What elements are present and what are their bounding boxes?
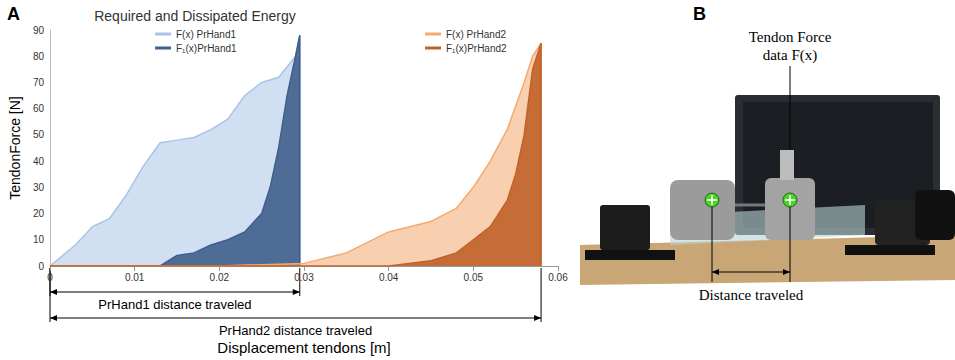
svg-text:Distance traveled: Distance traveled — [699, 287, 804, 303]
svg-text:TendonForce [N]: TendonForce [N] — [7, 96, 23, 200]
svg-text:40: 40 — [33, 156, 45, 167]
svg-text:60: 60 — [33, 103, 45, 114]
svg-text:30: 30 — [33, 182, 45, 193]
svg-text:0.06: 0.06 — [548, 272, 568, 283]
svg-text:0: 0 — [38, 261, 44, 272]
svg-text:B: B — [693, 4, 706, 24]
svg-text:50: 50 — [33, 129, 45, 140]
svg-text:Required and Dissipated Energy: Required and Dissipated Energy — [94, 8, 296, 24]
svg-text:10: 10 — [33, 234, 45, 245]
svg-text:0.03: 0.03 — [294, 272, 314, 283]
svg-text:Displacement tendons [m]: Displacement tendons [m] — [217, 339, 390, 356]
svg-text:90: 90 — [33, 25, 45, 36]
svg-text:80: 80 — [33, 51, 45, 62]
svg-text:0.05: 0.05 — [464, 272, 484, 283]
svg-text:F₁(x)PrHand1: F₁(x)PrHand1 — [176, 43, 237, 54]
svg-text:F(x) PrHand1: F(x) PrHand1 — [176, 29, 236, 40]
svg-text:data F(x): data F(x) — [763, 47, 818, 64]
svg-text:A: A — [7, 4, 20, 24]
svg-text:Tendon Force: Tendon Force — [749, 29, 832, 45]
svg-text:20: 20 — [33, 208, 45, 219]
svg-text:0.01: 0.01 — [125, 272, 145, 283]
svg-text:0.04: 0.04 — [379, 272, 399, 283]
svg-text:F(x) PrHand2: F(x) PrHand2 — [446, 29, 506, 40]
svg-text:F₁(x)PrHand2: F₁(x)PrHand2 — [446, 43, 507, 54]
svg-text:PrHand2 distance traveled: PrHand2 distance traveled — [219, 323, 372, 338]
svg-text:70: 70 — [33, 77, 45, 88]
svg-text:PrHand1 distance traveled: PrHand1 distance traveled — [98, 297, 251, 312]
svg-text:0: 0 — [47, 272, 53, 283]
svg-text:0.02: 0.02 — [210, 272, 230, 283]
